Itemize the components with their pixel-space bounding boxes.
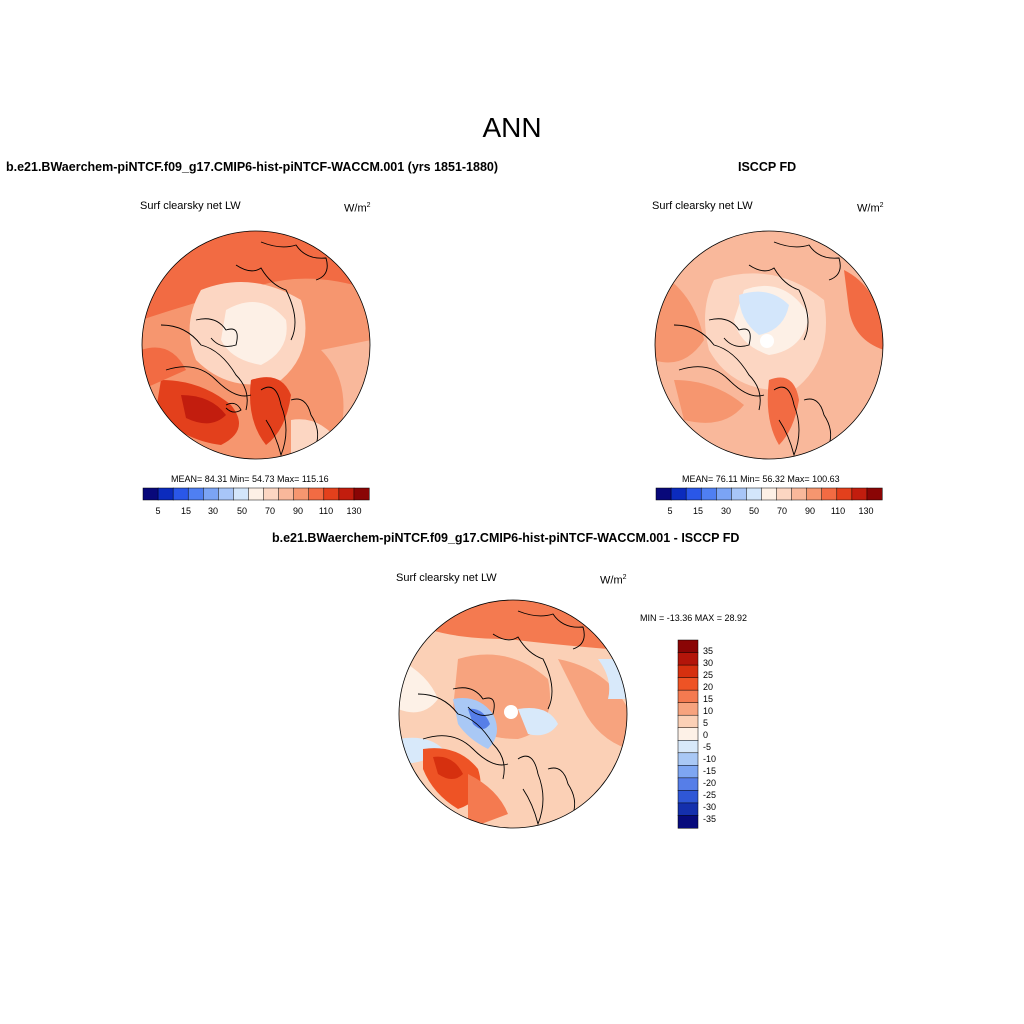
colorbar-tick-label: 15 [703,694,714,704]
colorbar-swatch [716,487,732,501]
colorbar-swatch [323,487,340,501]
colorbar-swatch [263,487,280,501]
polar-map [398,599,628,829]
colorbar-swatch [677,639,699,654]
colorbar-swatch [677,815,699,829]
colorbar-tick-label: 50 [748,506,760,516]
colorbar-swatch [142,487,159,501]
colorbar-tick-label: 10 [703,706,714,716]
colorbar-swatch [677,802,699,817]
panel-title: b.e21.BWaerchem-piNTCF.f09_g17.CMIP6-his… [272,531,740,545]
colorbar-tick-label: -10 [703,754,717,764]
colorbar-swatch [806,487,823,501]
colorbar-swatch [203,487,219,501]
colorbar-swatch [677,714,699,729]
colorbar-tick-label: 130 [858,506,874,516]
colorbar-swatch [677,790,699,804]
colorbar-swatch [677,664,699,679]
colorbar-swatch [700,487,717,501]
colorbar-swatch [677,727,699,741]
colorbar-tick-label: 15 [180,506,192,516]
colorbar-swatch [791,487,808,501]
colorbar-swatch [685,487,702,501]
colorbar-swatch [677,765,699,779]
polar-map [654,230,884,460]
colorbar-tick-label: 70 [264,506,276,516]
colorbar-tick-label: 30 [703,658,714,668]
colorbar-tick-label: -20 [703,778,717,788]
colorbar-swatch [187,487,204,501]
colorbar-swatch [677,777,699,791]
colorbar-tick-label: 25 [703,670,714,680]
colorbar [677,639,699,829]
colorbar-swatch [248,487,265,501]
colorbar-swatch [677,752,699,766]
units-label: W/m2 [344,202,371,215]
colorbar-tick-label: -30 [703,802,717,812]
stats-text: MIN = -13.36 MAX = 28.92 [640,613,748,623]
colorbar [142,487,370,501]
colorbar-tick-label: 0 [703,730,709,740]
colorbar-swatch [670,487,687,501]
colorbar-swatch [172,487,189,501]
colorbar-tick-label: 70 [776,506,788,516]
colorbar-swatch [677,689,699,704]
colorbar-swatch [218,487,234,501]
colorbar-tick-label: 30 [720,506,732,516]
colorbar-swatch [851,487,868,501]
figure-title: ANN [482,112,542,143]
colorbar-tick-label: 15 [692,506,704,516]
colorbar-swatch [836,487,853,501]
colorbar-swatch [761,487,778,501]
colorbar [655,487,883,501]
colorbar-tick-label: -25 [703,790,717,800]
units-label: W/m2 [857,202,884,215]
colorbar-tick-label: 110 [830,506,846,516]
colorbar-tick-label: -15 [703,766,717,776]
colorbar-swatch [157,487,174,501]
colorbar-swatch [677,740,699,754]
colorbar-tick-label: 50 [236,506,248,516]
panel-title: ISCCP FD [738,160,797,174]
colorbar-tick-label: 90 [292,506,304,516]
colorbar-swatch [353,487,370,501]
colorbar-swatch [866,487,883,501]
colorbar-swatch [233,487,250,501]
colorbar-swatch [677,702,699,716]
colorbar-swatch [338,487,355,501]
colorbar-tick-label: 20 [703,682,714,692]
colorbar-tick-label: 5 [155,506,161,516]
colorbar-tick-label: -5 [703,742,712,752]
colorbar-swatch [746,487,763,501]
colorbar-tick-label: -35 [703,814,717,824]
panel-title: b.e21.BWaerchem-piNTCF.f09_g17.CMIP6-his… [6,160,499,174]
colorbar-swatch [677,652,699,666]
colorbar-swatch [731,487,747,501]
colorbar-swatch [776,487,793,501]
units-label: W/m2 [600,574,627,587]
variable-label: Surf clearsky net LW [140,200,241,212]
colorbar-tick-label: 5 [667,506,673,516]
colorbar-swatch [677,677,699,691]
stats-text: MEAN= 84.31 Min= 54.73 Max= 115.16 [171,474,329,484]
colorbar-swatch [655,487,672,501]
colorbar-swatch [293,487,310,501]
colorbar-tick-label: 90 [804,506,816,516]
variable-label: Surf clearsky net LW [652,200,753,212]
colorbar-tick-label: 30 [207,506,219,516]
variable-label: Surf clearsky net LW [396,572,497,584]
colorbar-swatch [308,487,325,501]
stats-text: MEAN= 76.11 Min= 56.32 Max= 100.63 [682,474,840,484]
colorbar-swatch [821,487,838,501]
colorbar-swatch [278,487,295,501]
colorbar-tick-label: 130 [346,506,362,516]
colorbar-tick-label: 5 [703,718,709,728]
colorbar-tick-label: 35 [703,646,714,656]
colorbar-tick-label: 110 [318,506,334,516]
polar-map [141,230,371,460]
